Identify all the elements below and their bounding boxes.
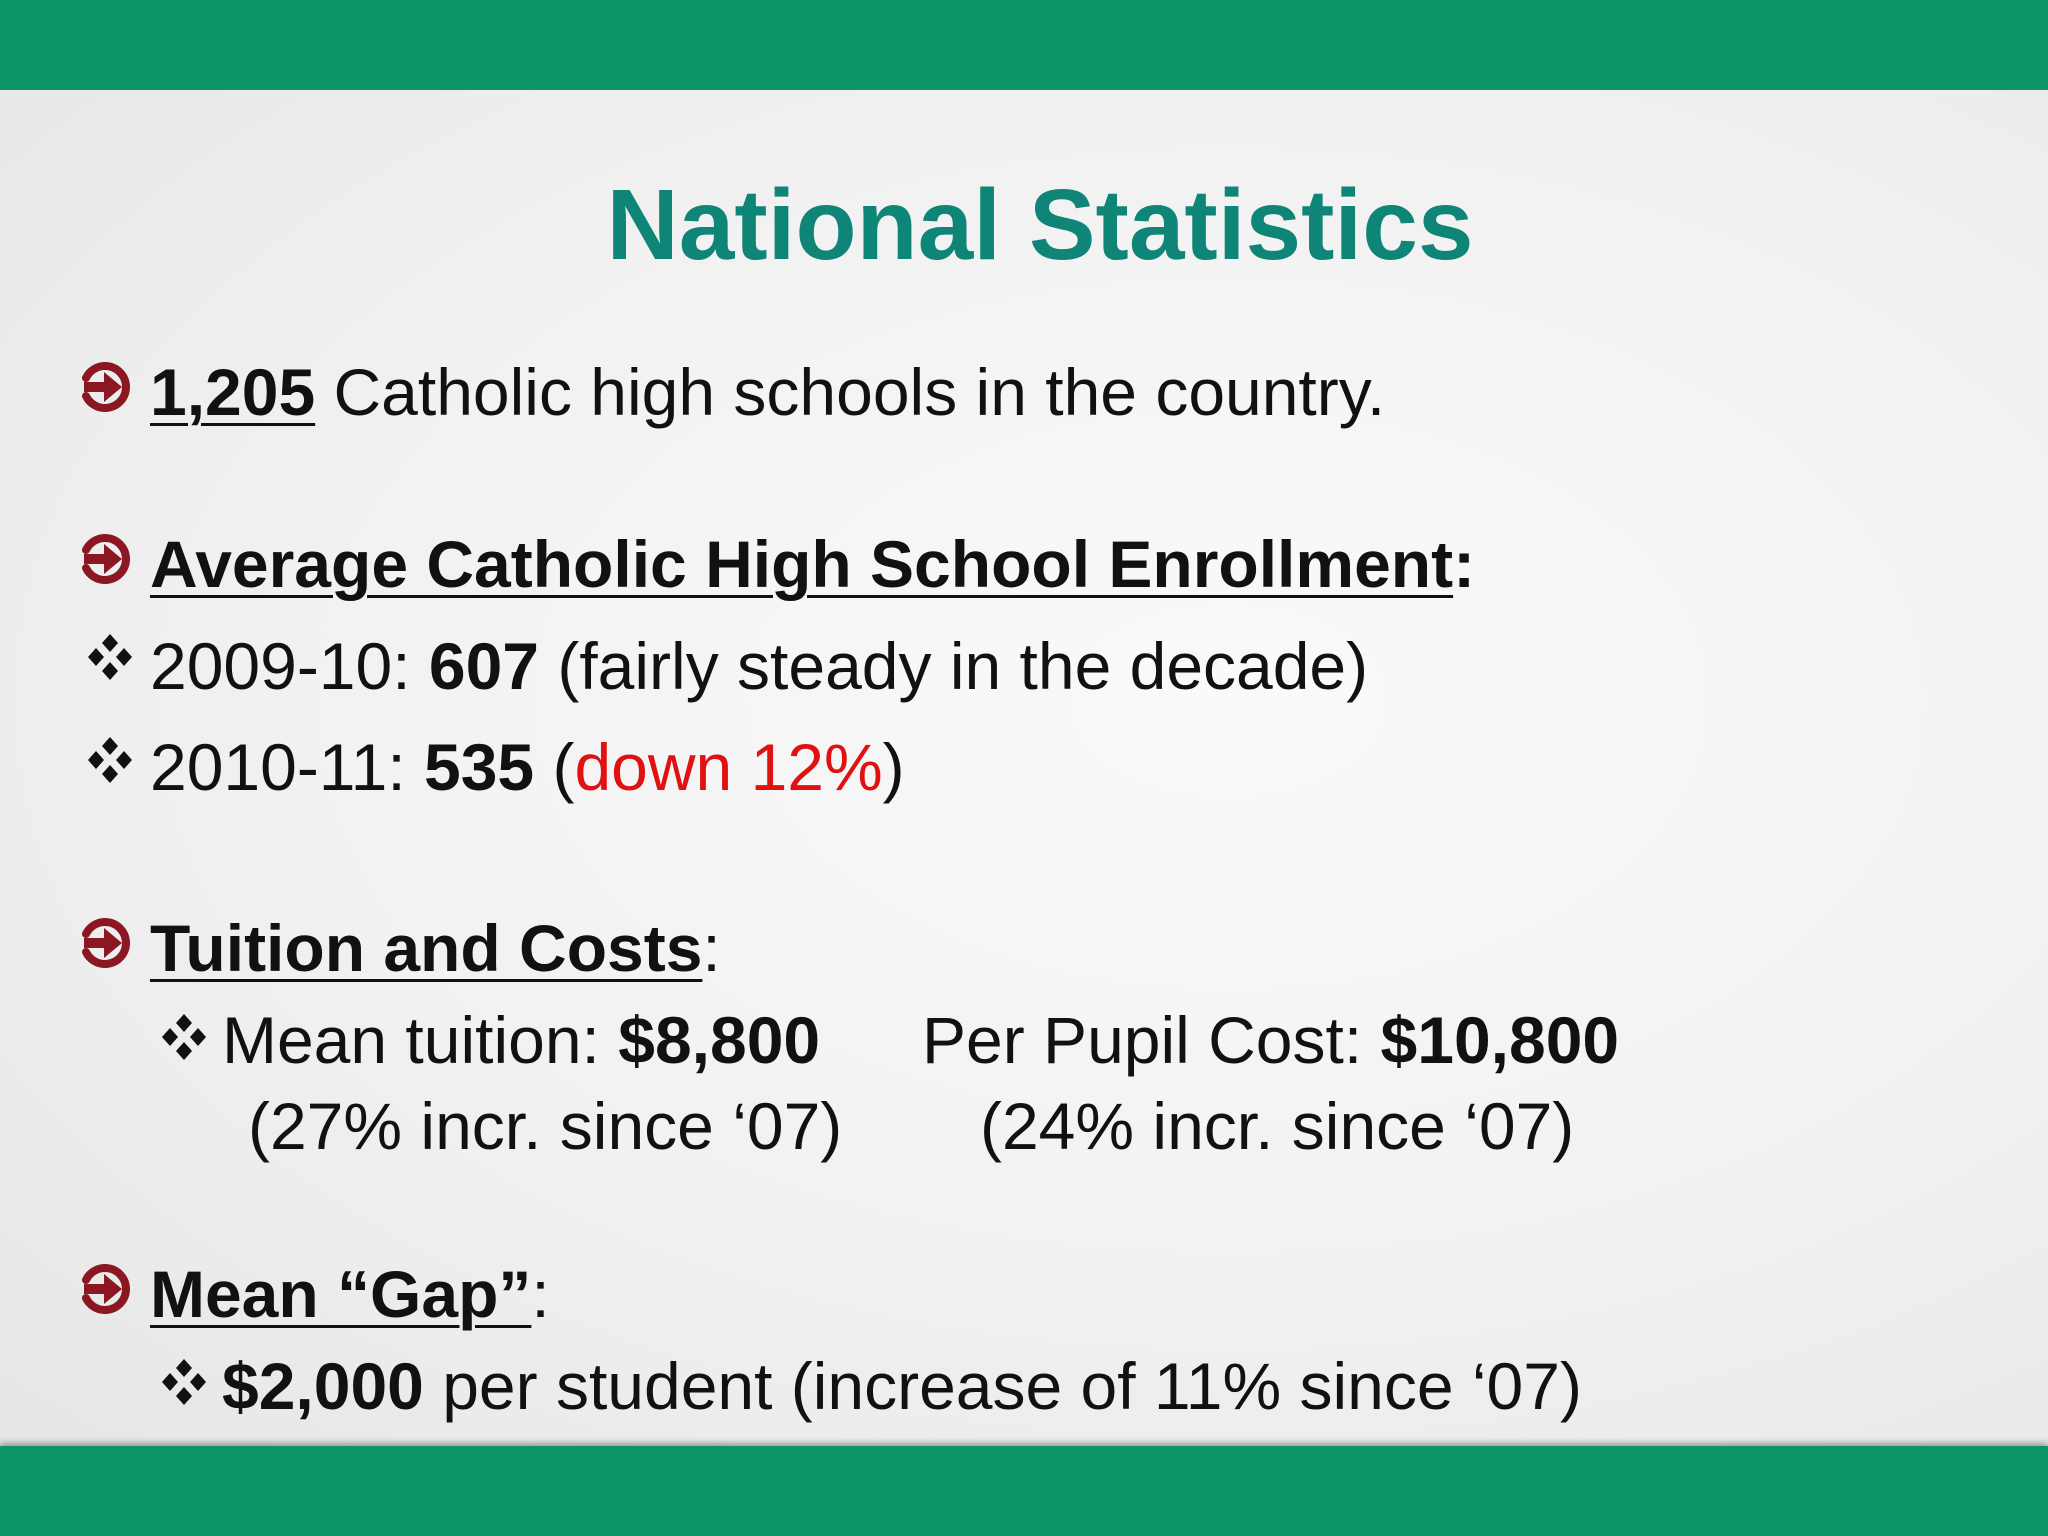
enrollment-year: 2010-11:: [150, 730, 424, 804]
enrollment-item: 2009-10: 607 (fairly steady in the decad…: [150, 626, 1368, 706]
slide-title: National Statistics: [606, 169, 1474, 281]
mean-tuition-label: Mean tuition:: [222, 1003, 619, 1077]
mean-tuition-note: (27% incr. since ‘07): [248, 1089, 843, 1163]
tuition-heading-line: Tuition and Costs:: [150, 908, 721, 988]
enrollment-post: ): [1346, 629, 1369, 703]
per-pupil-note: (24% incr. since ‘07): [980, 1089, 1575, 1163]
mean-tuition: Mean tuition: $8,800: [222, 1000, 820, 1080]
arrow-circle-right-icon: [80, 362, 130, 412]
tuition-heading: Tuition and Costs: [150, 911, 703, 985]
per-pupil-cost: Per Pupil Cost: $10,800: [922, 1000, 1619, 1080]
gap-detail: $2,000 per student (increase of 11% sinc…: [222, 1346, 1582, 1426]
arrow-circle-right-icon: [80, 1264, 130, 1314]
schools-count: 1,205: [150, 355, 316, 429]
enrollment-post: ): [882, 730, 905, 804]
enrollment-heading-line: Average Catholic High School Enrollment:: [150, 524, 1475, 604]
enrollment-year: 2009-10:: [150, 629, 429, 703]
gap-heading: Mean “Gap”: [150, 1257, 532, 1331]
gap-colon: :: [531, 1257, 550, 1331]
enrollment-note: fairly steady in the decade: [579, 629, 1347, 703]
enrollment-pre: (: [534, 730, 575, 804]
bottom-band: [0, 1446, 2048, 1536]
schools-text: Catholic high schools in the country.: [315, 355, 1386, 429]
schools-line: 1,205 Catholic high schools in the count…: [150, 352, 1385, 432]
arrow-circle-right-icon: [80, 918, 130, 968]
enrollment-colon: :: [1453, 527, 1476, 601]
gap-value: $2,000: [222, 1349, 424, 1423]
four-diamond-icon: [162, 1014, 206, 1060]
four-diamond-icon: [88, 737, 132, 783]
mean-tuition-value: $8,800: [618, 1003, 821, 1077]
four-diamond-icon: [88, 634, 132, 680]
enrollment-item: 2010-11: 535 (down 12%): [150, 727, 905, 807]
per-pupil-label: Per Pupil Cost:: [922, 1003, 1381, 1077]
enrollment-value: 535: [424, 730, 535, 804]
slide-background: [0, 90, 2048, 1446]
gap-text: per student (increase of 11% since ‘07): [423, 1349, 1582, 1423]
four-diamond-icon: [162, 1359, 206, 1405]
enrollment-heading: Average Catholic High School Enrollment: [150, 527, 1454, 601]
enrollment-note: down 12%: [574, 730, 883, 804]
enrollment-pre: (: [539, 629, 580, 703]
enrollment-value: 607: [428, 629, 540, 703]
arrow-circle-right-icon: [80, 534, 130, 584]
top-band: [0, 0, 2048, 90]
tuition-colon: :: [702, 911, 721, 985]
per-pupil-value: $10,800: [1380, 1003, 1620, 1077]
gap-heading-line: Mean “Gap”:: [150, 1254, 550, 1334]
